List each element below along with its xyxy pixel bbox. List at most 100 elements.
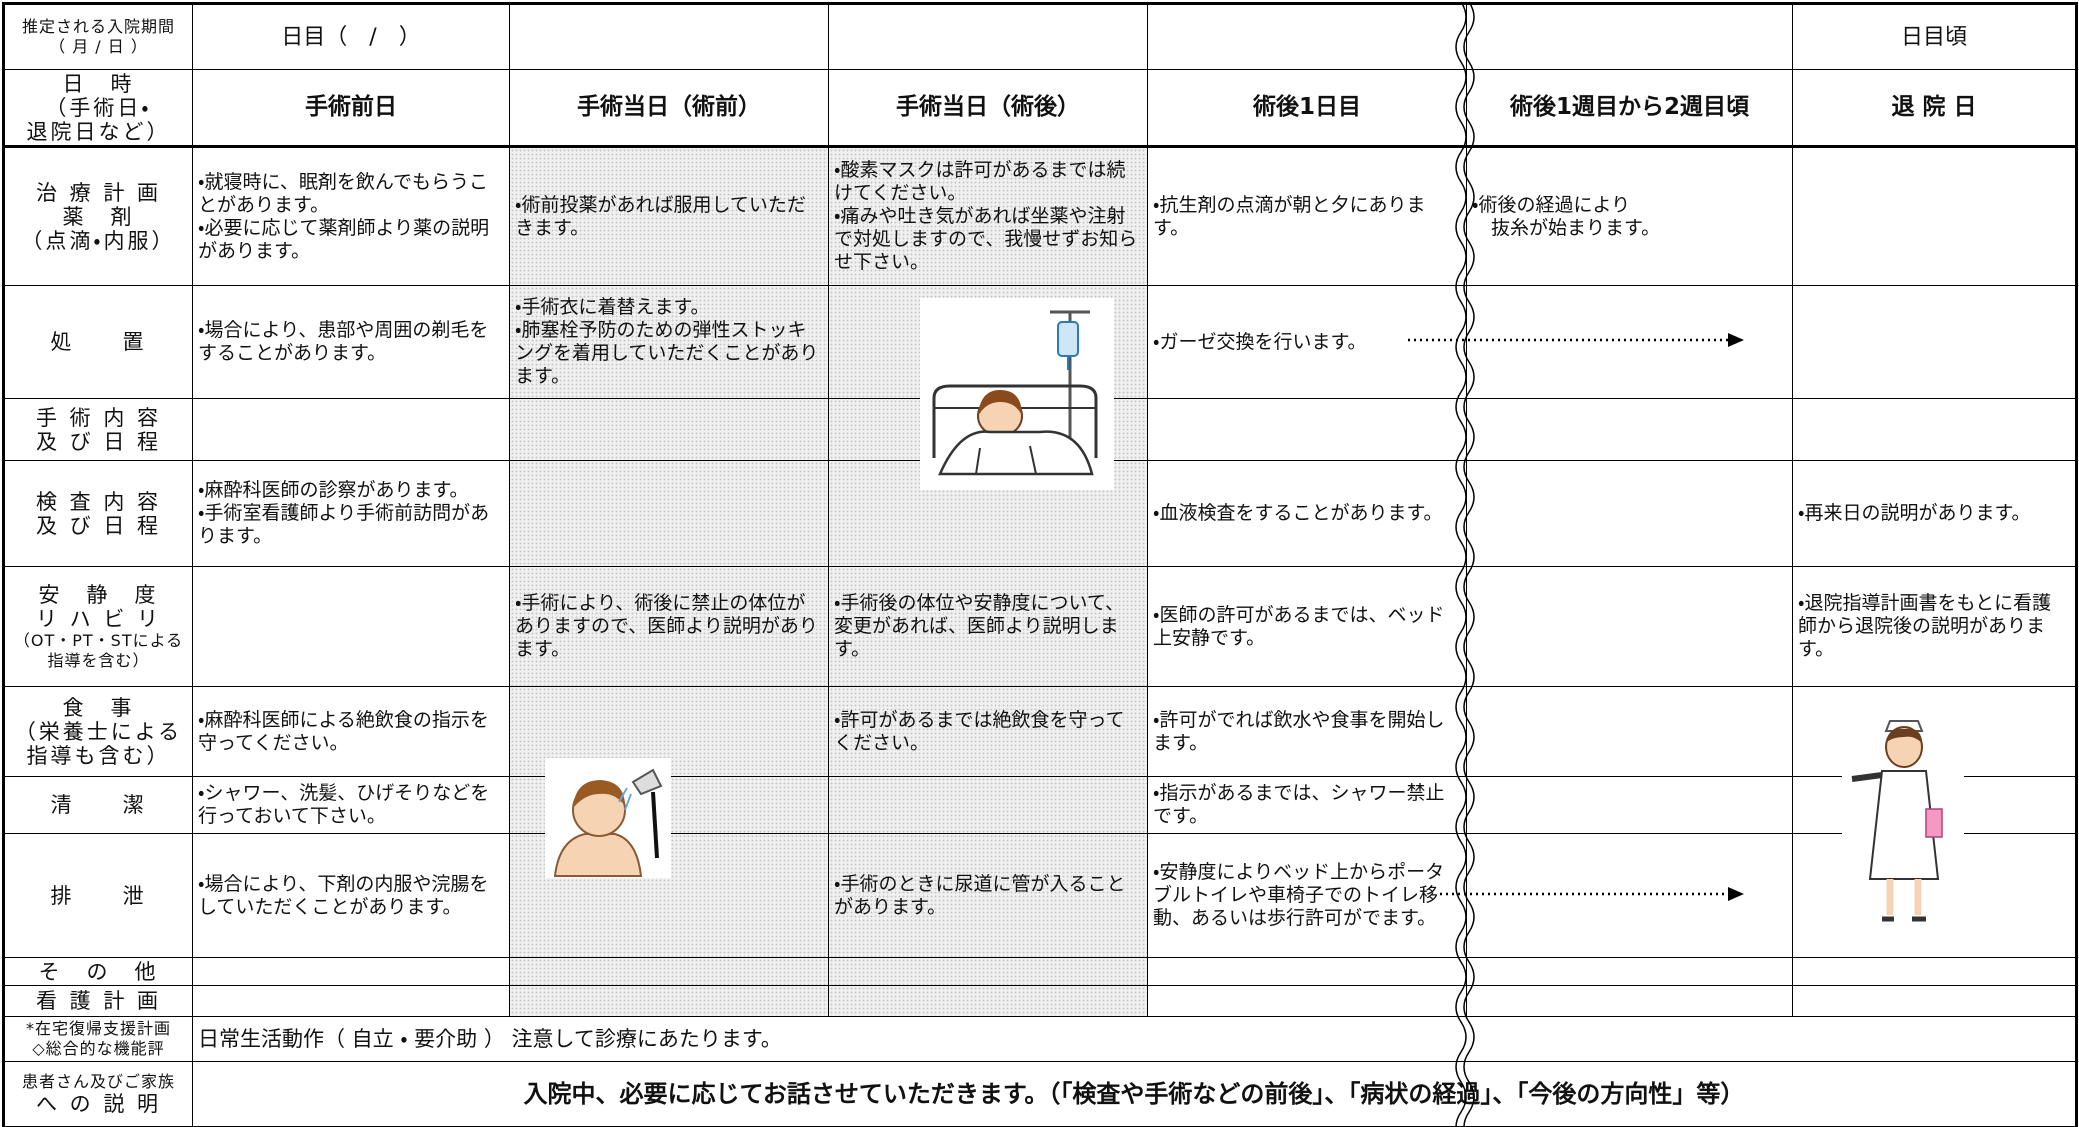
cell-line: ・ガーゼ交換を行います。 [1153,330,1367,353]
table-cell [828,985,1148,1017]
cell-line: 手術前日 [305,94,397,120]
table-cell: 日目頃 [1792,3,2077,70]
cell-line: ・抗生剤の点滴が朝と夕にあります。 [1153,193,1426,239]
label-line: へ の 説 明 [35,1092,162,1116]
table-cell: ・麻酔科医師による絶飲食の指示を守ってください。 [192,686,510,777]
table-cell [1466,776,1793,834]
table-cell [1792,146,2077,286]
table-row: 検 査 内 容及 び 日 程・麻酔科医師の診察があります。 ・手術室看護師より手術… [3,460,2077,567]
table-cell [509,3,829,70]
table-cell [1466,398,1793,461]
table-row: 清 潔 ・シャワー、洗髪、ひげそりなどを行っておいて下さい。 ・指示があるまでは、シ… [3,776,2077,834]
label-line: 薬 剤 [62,204,135,229]
table-cell: 日目（ / ） [192,3,510,70]
table-cell: ・許可があるまでは絶飲食を守ってください。 [828,686,1148,777]
row-label: *在宅復帰支援計画 ◇総合的な機能評 [3,1016,193,1062]
cell-line: ・場合により、患部や周囲の剃毛をすることがあります。 [198,319,489,364]
table-cell: ・手術のときに尿道に管が入ることがあります。 [828,833,1148,958]
table-cell [192,957,510,986]
table-cell [1466,985,1793,1017]
table-cell: 術後1日目 [1147,69,1467,148]
label-line: 処 置 [50,330,147,354]
table-cell [509,460,829,567]
table-row: 日 時（手術日・ 退院日など） 手術前日 手術当日（術前） 手術当日（術後） 術後1日目 術… [3,69,2077,148]
table-cell: 退 院 日 [1792,69,2077,148]
table-cell [1147,3,1467,70]
label-line: 手 術 内 容 [35,405,162,430]
label-line: そ の 他 [38,959,159,984]
cell-line: ・肺塞栓予防のための弾性ストッキングを着用していただくことがあります。 [515,319,819,387]
cell-line: ・手術衣に着替えます。 [515,296,710,318]
table-cell [828,285,1148,399]
row-label: 安 静 度リ ハ ビ リ（OT・PT・STによる指導を含む） [3,566,193,687]
table-cell: ・場合により、下剤の内服や浣腸をしていただくことがあります。 [192,833,510,958]
row-label: 治 療 計 画薬 剤（点滴・内服） [3,146,193,286]
cell-line: 手術当日（術前） [577,94,761,120]
table-cell: ・抗生剤の点滴が朝と夕にあります。 [1147,146,1467,286]
table-cell: ・場合により、患部や周囲の剃毛をすることがあります。 [192,285,510,399]
row-label: 食 事（栄養士による 指導も含む） [3,686,193,777]
table-cell [192,985,510,1017]
row-label: 清 潔 [3,776,193,834]
table-cell [509,833,829,958]
label-line: 清 潔 [50,793,147,817]
label-line: リ ハ ビ リ [35,606,162,631]
table-cell [509,398,829,461]
table-cell [192,398,510,461]
cell-line: ・手術のときに尿道に管が入ることがあります。 [834,872,1126,918]
label-line: *在宅復帰支援計画 [25,1019,171,1038]
cell-line: ・血液検査をすることがあります。 [1153,502,1443,524]
label-line: 指導も含む） [26,743,171,768]
cell-line: 退 院 日 [1891,94,1977,120]
cell-line: ・麻酔科医師の診察があります。 [198,479,469,501]
table-cell: ・麻酔科医師の診察があります。 ・手術室看護師より手術前訪問があります。 [192,460,510,567]
table-row: *在宅復帰支援計画 ◇総合的な機能評 日常生活動作（ 自立 ・ 要介助 ） 注意して… [3,1016,2077,1062]
table-cell: ・術後の経過により 抜糸が始まります。 [1466,146,1793,286]
table-cell [1792,686,2077,777]
label-line: 退院日など） [26,119,171,144]
cell-line: 術後1週目から2週目頃 [1509,94,1749,120]
row-label: 日 時（手術日・ 退院日など） [3,69,193,148]
table-cell: ・酸素マスクは許可があるまでは続けてください。 ・痛みや吐き気があれば坐薬や注射で… [828,146,1148,286]
table-row: 推定される入院期間（ 月 / 日 ） 日目（ / ） 日目頃 [3,3,2077,70]
cell-line: ・許可があるまでは絶飲食を守ってください。 [834,708,1125,754]
table-cell: ・手術衣に着替えます。 ・肺塞栓予防のための弾性ストッキングを着用していただくこと… [509,285,829,399]
table-cell: ・許可がでれば飲水や食事を開始します。 [1147,686,1467,777]
cell-line: ・再来日の説明があります。 [1798,502,2031,524]
table-cell: ・医師の許可があるまでは、ベッド上安静です。 [1147,566,1467,687]
table-cell [1792,985,2077,1017]
table-row: 看 護 計 画 [3,985,2077,1017]
cell-line: ・麻酔科医師による絶飲食の指示を守ってください。 [198,708,489,754]
table-cell [1792,833,2077,958]
table-cell: ・術前投薬があれば服用していただきます。 [509,146,829,286]
table-cell [1147,985,1467,1017]
cell-line: ・術前投薬があれば服用していただきます。 [515,193,806,239]
label-line: （点滴・内服） [21,228,176,253]
table-cell: ・手術後の体位や安静度について、変更があれば、医師より説明します。 [828,566,1148,687]
table-cell: 手術当日（術前） [509,69,829,148]
table-cell [509,776,829,834]
table-cell [1466,566,1793,687]
row-label: 検 査 内 容及 び 日 程 [3,460,193,567]
cell-line: 日目頃 [1900,24,1967,50]
label-line: （栄養士による [14,719,183,744]
table-cell: ・指示があるまでは、シャワー禁止です。 [1147,776,1467,834]
table-cell [192,566,510,687]
table-cell: ・血液検査をすることがあります。 [1147,460,1467,567]
cell-line: ・指示があるまでは、シャワー禁止です。 [1153,782,1445,827]
cell-line: ・手術により、術後に禁止の体位がありますので、医師より説明があります。 [515,592,818,660]
table-cell [1466,285,1793,399]
table-cell [828,3,1148,70]
table-row: 安 静 度リ ハ ビ リ（OT・PT・STによる指導を含む） ・手術により、術後に… [3,566,2077,687]
table-cell: ・退院指導計画書をもとに看護師から退院後の説明があります。 [1792,566,2077,687]
table-cell [1147,398,1467,461]
cell-line: ・シャワー、洗髪、ひげそりなどを行っておいて下さい。 [198,782,490,827]
label-line: ◇総合的な機能評 [32,1039,165,1058]
table-cell [1466,3,1793,70]
table-cell [1466,957,1793,986]
label-line: 及 び 日 程 [35,513,162,538]
row-label: そ の 他 [3,957,193,986]
table-cell [1792,285,2077,399]
cell-line: ・必要に応じて薬剤師より薬の説明があります。 [198,216,490,262]
